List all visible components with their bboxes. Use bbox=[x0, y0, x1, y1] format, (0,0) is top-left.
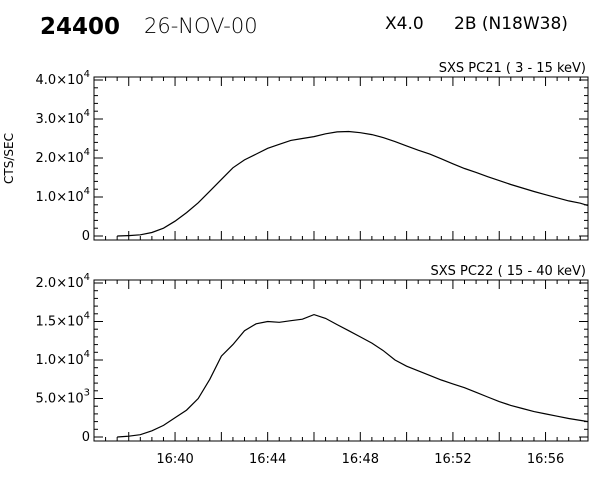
x-tick-label: 16:56 bbox=[527, 452, 564, 467]
flare-class: X4.0 bbox=[385, 14, 424, 34]
y-tick-label: 4.0×104 bbox=[36, 69, 90, 88]
y-tick-label: 1.0×104 bbox=[36, 186, 90, 205]
plot-frame bbox=[93, 76, 589, 241]
y-tick-label: 0 bbox=[82, 430, 90, 445]
y-axis-label: CTS/SEC bbox=[2, 133, 16, 184]
flare-location: 2B (N18W38) bbox=[454, 14, 568, 34]
series-line bbox=[117, 313, 589, 438]
series-line bbox=[117, 130, 589, 237]
y-tick-label: 3.0×104 bbox=[36, 108, 90, 127]
panel-title: SXS PC22 ( 15 - 40 keV) bbox=[430, 264, 586, 279]
x-tick-label: 16:52 bbox=[434, 452, 471, 467]
y-tick-label: 2.0×104 bbox=[36, 147, 90, 166]
plot-frame bbox=[93, 279, 589, 442]
y-tick-label: 2.0×104 bbox=[36, 272, 90, 291]
y-tick-label: 1.0×104 bbox=[36, 349, 90, 368]
x-tick-label: 16:44 bbox=[249, 452, 286, 467]
panel-title: SXS PC21 ( 3 - 15 keV) bbox=[439, 61, 586, 76]
event-date: 26-NOV-00 bbox=[144, 14, 258, 38]
y-tick-label: 0 bbox=[82, 229, 90, 244]
y-tick-label: 1.5×104 bbox=[36, 311, 90, 330]
y-tick-label: 5.0×103 bbox=[36, 388, 90, 407]
x-tick-label: 16:40 bbox=[156, 452, 193, 467]
event-number: 24400 bbox=[40, 14, 121, 40]
x-tick-label: 16:48 bbox=[342, 452, 379, 467]
